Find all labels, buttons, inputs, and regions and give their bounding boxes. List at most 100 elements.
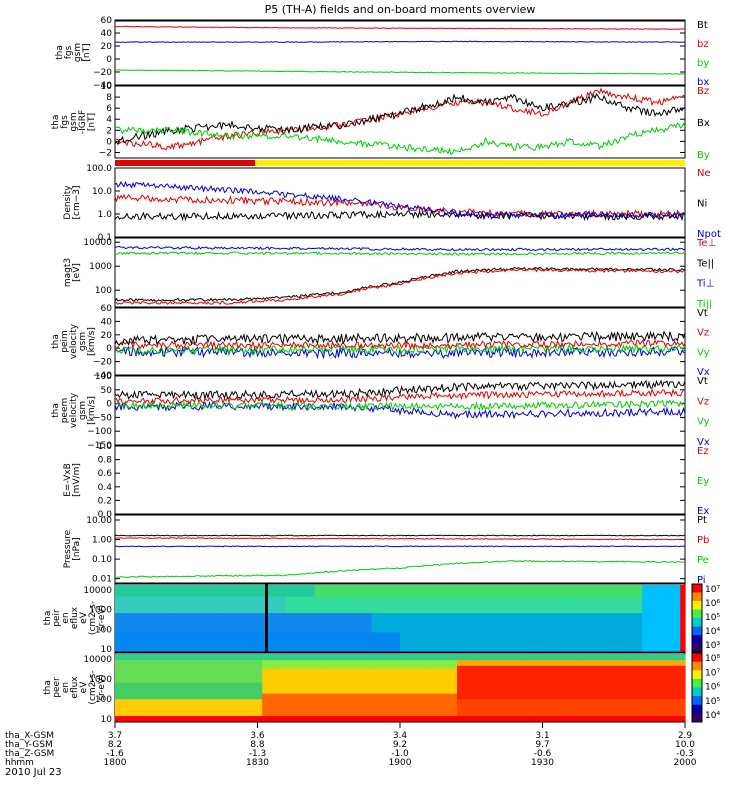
spectrogram-cell [395, 701, 401, 705]
spectrogram-cell [371, 698, 377, 703]
spectrogram-cell [243, 637, 249, 641]
y-axis-title-line: [nPa] [72, 537, 82, 560]
spectrogram-cell [124, 648, 130, 652]
spectrogram-cell [509, 626, 515, 630]
spectrogram-cell [476, 626, 482, 630]
spectrogram-cell [271, 687, 278, 691]
spectrogram-cell [314, 587, 320, 592]
spectrogram-cell [594, 634, 601, 638]
spectrogram-cell [442, 690, 449, 694]
spectrogram-cell [262, 687, 268, 691]
spectrogram-cell [518, 587, 525, 592]
spectrogram-cell [338, 656, 344, 661]
spectrogram-cell [186, 712, 192, 717]
spectrogram-cell [423, 612, 430, 616]
spectrogram-cell [404, 684, 411, 689]
spectrogram-cell [205, 593, 211, 597]
spectrogram-cell [138, 618, 145, 622]
spectrogram-cell [590, 642, 596, 647]
spectrogram-cell [419, 698, 425, 703]
spectrogram-cell [176, 590, 183, 594]
spectrogram-cell [200, 667, 206, 672]
spectrogram-cell [181, 612, 187, 616]
spectrogram-cell [324, 659, 330, 663]
spectrogram-cell [295, 687, 301, 691]
spectrogram-cell [129, 615, 135, 619]
spectrogram-cell [238, 593, 244, 597]
spectrogram-cell [195, 629, 202, 633]
spectrogram-cell [656, 585, 662, 589]
spectrogram-cell [129, 718, 135, 722]
spectrogram-cell [286, 656, 292, 661]
spectrogram-cell [148, 684, 154, 689]
spectrogram-cell [504, 607, 510, 611]
spectrogram-cell [252, 673, 259, 677]
spectrogram-cell [347, 640, 354, 644]
spectrogram-cell [162, 615, 168, 619]
spectrogram-cell [243, 615, 249, 619]
spectrogram-cell [466, 648, 472, 652]
spectrogram-cell [680, 645, 686, 649]
spectrogram-cell [248, 679, 254, 683]
spectrogram-cell [257, 693, 263, 697]
spectrogram-cell [376, 693, 382, 697]
spectrogram-cell [409, 642, 415, 647]
spectrogram-cell [157, 701, 164, 705]
spectrogram-cell [162, 620, 168, 625]
spectrogram-cell [366, 684, 373, 689]
spectrogram-cell [423, 715, 430, 719]
spectrogram-cell [409, 687, 415, 691]
spectrogram-cell [428, 654, 434, 658]
spectrogram-cell [352, 596, 358, 600]
spectrogram-cell [395, 698, 401, 703]
spectrogram-cell [167, 637, 173, 641]
y-axis-title: thapeimvelocitygsm[km/s] [51, 323, 97, 359]
spectrogram-cell [205, 690, 211, 694]
spectrogram-cell [376, 607, 382, 611]
spectrogram-cell [590, 645, 596, 649]
spectrogram-cell [571, 626, 577, 630]
spectrogram-cell [400, 662, 406, 666]
y-axis-title-line: gsm [78, 332, 88, 351]
spectrogram-cell [395, 687, 401, 691]
spectrogram-cell [357, 707, 363, 711]
spectrogram-cell [542, 645, 548, 649]
spectrogram-cell [461, 593, 468, 597]
spectrogram-cell [252, 695, 259, 700]
spectrogram-cell [357, 642, 363, 647]
spectrogram-cell [200, 659, 206, 663]
spectrogram-cell [609, 634, 615, 638]
spectrogram-cell [267, 712, 273, 717]
spectrogram-cell [290, 673, 297, 677]
spectrogram-cell [252, 645, 259, 649]
spectrogram-cell [666, 604, 672, 608]
spectrogram-cell [438, 718, 444, 722]
spectrogram-cell [347, 615, 354, 619]
spectrogram-cell [267, 615, 273, 619]
spectrogram-cell [628, 607, 634, 611]
spectrogram-cell [205, 604, 211, 608]
legend-entry: bx [697, 77, 709, 88]
spectrogram-cell [347, 585, 354, 589]
spectrogram-cell [333, 701, 339, 705]
legend-entry: Pb [697, 535, 709, 546]
spectrogram-cell [580, 629, 586, 633]
spectrogram-cell [200, 620, 206, 625]
spectrogram-cell [276, 684, 282, 689]
spectrogram-cell [167, 607, 173, 611]
spectrogram-cell [347, 612, 354, 616]
spectrogram-cell [447, 642, 453, 647]
spectrogram-cell [613, 585, 620, 589]
spectrogram-cell [134, 615, 140, 619]
spectrogram-cell [200, 654, 206, 658]
spectrogram-cell [604, 620, 610, 625]
spectrogram-cell [200, 634, 206, 638]
spectrogram-cell [566, 598, 572, 603]
spectrogram-cell [148, 715, 154, 719]
spectrogram-cell [262, 631, 268, 636]
spectrogram-cell [157, 607, 164, 611]
spectrogram-cell [447, 681, 453, 686]
spectrogram-cell [138, 676, 145, 680]
spectrogram-cell [357, 709, 363, 714]
spectrogram-cell [257, 609, 263, 614]
